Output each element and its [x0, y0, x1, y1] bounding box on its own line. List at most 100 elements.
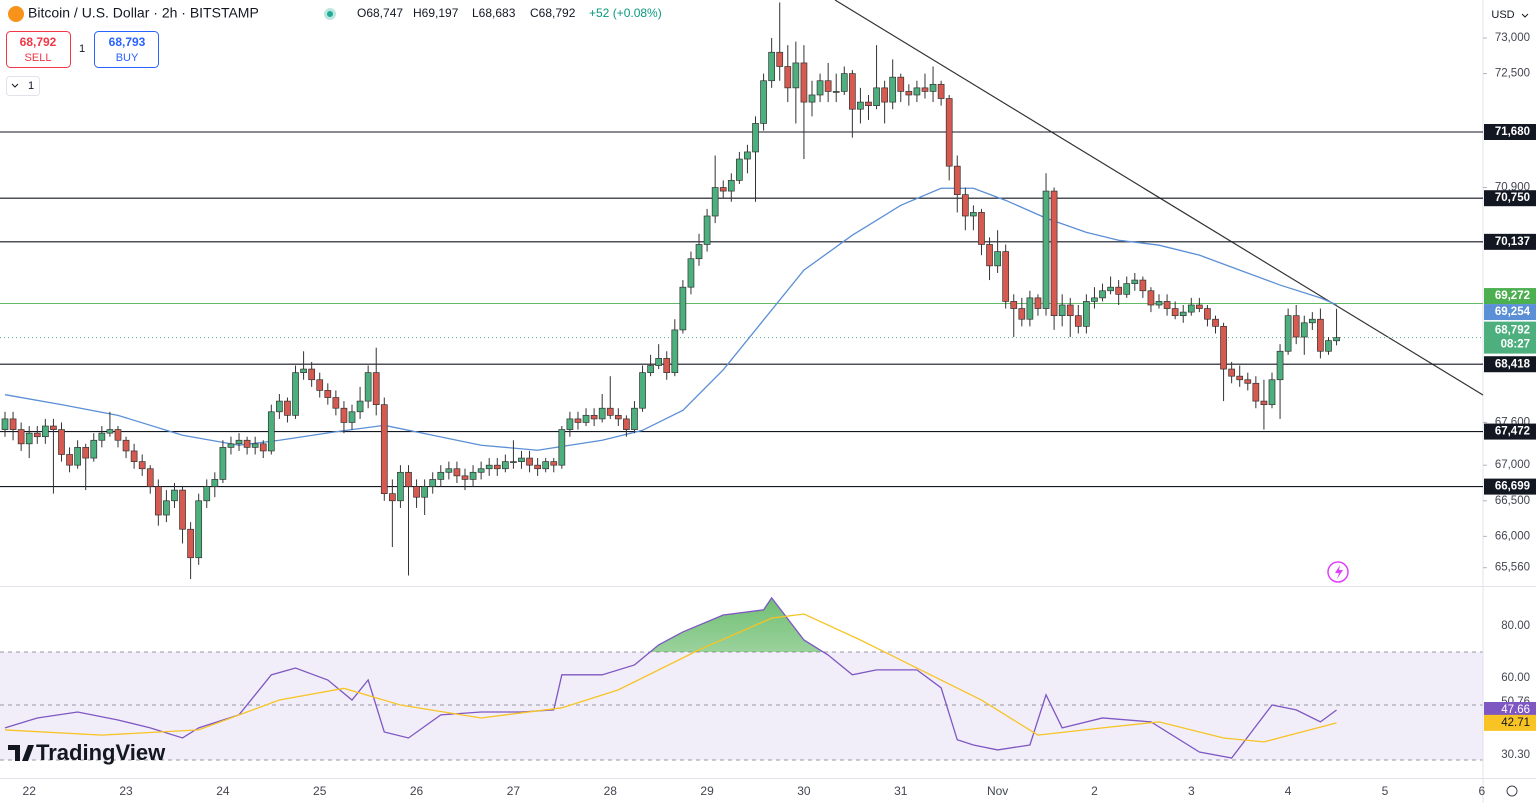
candle-body [1115, 286, 1123, 295]
price-label-bg [1484, 233, 1536, 250]
x-tick-label: 30 [797, 784, 811, 798]
candle-body [316, 379, 324, 391]
ohlc-low: L68,683 [472, 6, 516, 20]
candle-body [647, 365, 654, 373]
candle-body [1268, 379, 1276, 406]
candle-body [1010, 301, 1018, 309]
candle-body [1123, 283, 1131, 295]
candle-body [566, 418, 574, 430]
candle-body [631, 407, 638, 430]
candle-body [469, 471, 477, 480]
price-label: 66,699 [1484, 478, 1536, 495]
candle-body [1066, 304, 1074, 317]
candle-body [590, 414, 598, 420]
lightning [1335, 565, 1343, 579]
x-tick-label: 26 [410, 784, 424, 798]
candle-body [510, 461, 517, 463]
candle-body [1308, 318, 1316, 324]
candle-body [663, 358, 671, 373]
candle-body [445, 468, 453, 473]
price-label: 68,792 08:27 [1484, 321, 1536, 354]
candle-body [50, 425, 57, 430]
candle-body [251, 443, 259, 448]
price-label: 69,272 [1484, 288, 1536, 305]
candle-body [857, 101, 864, 110]
candle-body [1099, 290, 1106, 299]
x-tick-label: 29 [700, 784, 714, 798]
candle-body [1204, 308, 1211, 320]
candle-body [130, 450, 138, 462]
candle-body [154, 486, 162, 516]
indicator-toggle[interactable] [6, 76, 40, 96]
candle-body [58, 429, 65, 455]
price-label-text: 71,680 [1495, 126, 1530, 138]
y-tick-label: 67,000 [1495, 459, 1530, 471]
candle-body [461, 475, 469, 480]
y-tick-label: 80.00 [1501, 620, 1530, 632]
value-label: 42.71 [1484, 714, 1536, 731]
candle-body [41, 425, 49, 438]
candle-body [550, 461, 558, 466]
price-label-bg [1484, 423, 1536, 440]
candle-body [284, 400, 291, 416]
price-label-text: 67,472 [1495, 426, 1530, 438]
value-label-bg [1484, 702, 1536, 719]
candle-body [477, 468, 485, 473]
ohlc-close: C68,792 [530, 6, 576, 20]
candle-body [1236, 375, 1244, 381]
y-tick-label: 30.30 [1501, 749, 1530, 761]
candle-body [163, 500, 170, 516]
candle-body [485, 464, 493, 470]
candle-body [267, 411, 275, 452]
candle-body [259, 443, 267, 452]
candle-body [978, 212, 985, 245]
candle-body [114, 429, 122, 441]
candle-body [1083, 301, 1090, 327]
candle-body [986, 244, 993, 267]
lightning-icon[interactable] [1327, 561, 1349, 583]
x-tick-label: 24 [216, 784, 230, 798]
candle-body [1179, 311, 1187, 317]
value-label-text: 47.66 [1501, 704, 1530, 716]
candle-body [1171, 308, 1179, 317]
price-label: 70,137 [1484, 233, 1536, 250]
buy-button[interactable] [94, 31, 159, 68]
y-tick-label: 65,560 [1495, 562, 1530, 574]
currency-chevron [1521, 13, 1529, 18]
candle-body [744, 151, 751, 160]
y-tick-label: 72,500 [1495, 68, 1530, 80]
candle-body [324, 390, 332, 398]
indicator-count: 1 [28, 80, 34, 92]
candle-body [614, 414, 622, 420]
candle-body [1212, 318, 1219, 327]
bitcoin-icon [8, 6, 24, 22]
candle-body [929, 83, 937, 92]
currency[interactable]: USD [1491, 9, 1514, 21]
buy-label: BUY [116, 52, 139, 64]
candle-body [970, 212, 977, 217]
overbought-fill [5, 597, 1337, 652]
candle-body [518, 457, 525, 462]
candle-body [340, 407, 348, 423]
sell-button[interactable] [6, 31, 71, 68]
candle-body [389, 493, 396, 502]
candle-body [437, 471, 445, 480]
symbol[interactable]: Bitcoin / U.S. Dollar · 2h · BITSTAMP [28, 5, 259, 21]
trend-line[interactable] [834, 0, 1484, 396]
price-label-text: 08:27 [1501, 339, 1530, 351]
candle-body [364, 372, 372, 402]
candle-body [1034, 297, 1042, 309]
candle-body [784, 66, 792, 89]
price-label: 69,254 [1484, 304, 1536, 321]
candle-body [25, 432, 33, 445]
candle-body [711, 187, 719, 217]
price-label-bg [1484, 321, 1536, 354]
candle-body [848, 73, 856, 110]
candle-body [429, 479, 437, 487]
settings-icon[interactable] [1506, 785, 1518, 797]
sell-price: 68,792 [20, 35, 57, 49]
candle-body [1050, 190, 1058, 317]
sell-label: SELL [25, 52, 52, 64]
price-label-text: 68,418 [1495, 358, 1531, 370]
